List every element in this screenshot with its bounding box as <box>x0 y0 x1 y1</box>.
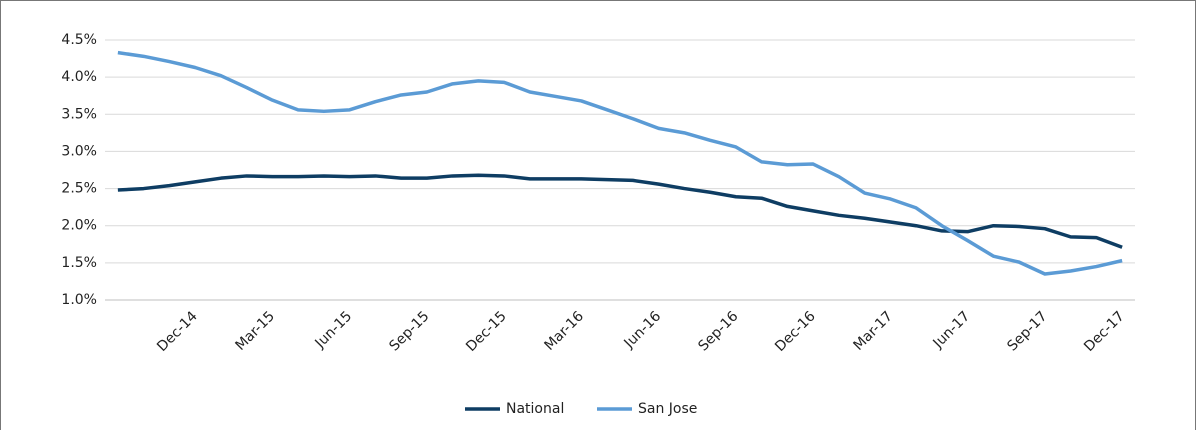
y-tick-label: 2.0% <box>61 218 97 234</box>
x-tick-label: Mar-17 <box>851 308 897 354</box>
legend-label: National <box>506 401 564 417</box>
x-tick-label: Jun-16 <box>621 308 665 352</box>
x-tick-label: Dec-17 <box>1081 308 1128 355</box>
x-tick-label: Mar-15 <box>233 308 279 354</box>
x-tick-label: Sep-16 <box>695 308 741 354</box>
y-tick-label: 3.5% <box>61 106 97 122</box>
y-tick-label: 1.0% <box>61 292 97 308</box>
y-tick-label: 3.0% <box>61 143 97 159</box>
x-tick-label: Mar-16 <box>542 308 588 354</box>
y-tick-label: 4.0% <box>61 69 97 85</box>
legend-label: San Jose <box>638 401 697 417</box>
series-line <box>117 173 1123 249</box>
x-tick-label: Jun-17 <box>930 308 974 352</box>
series-line <box>117 50 1123 276</box>
x-tick-label: Dec-16 <box>772 308 819 355</box>
y-tick-label: 4.5% <box>61 32 97 48</box>
x-tick-label: Jun-15 <box>312 308 356 352</box>
y-tick-label: 1.5% <box>61 255 97 271</box>
x-tick-label: Sep-17 <box>1004 308 1050 354</box>
x-tick-label: Dec-14 <box>154 308 201 355</box>
x-tick-label: Sep-15 <box>386 308 432 354</box>
x-tick-label: Dec-15 <box>463 308 510 355</box>
y-tick-label: 2.5% <box>61 181 97 197</box>
